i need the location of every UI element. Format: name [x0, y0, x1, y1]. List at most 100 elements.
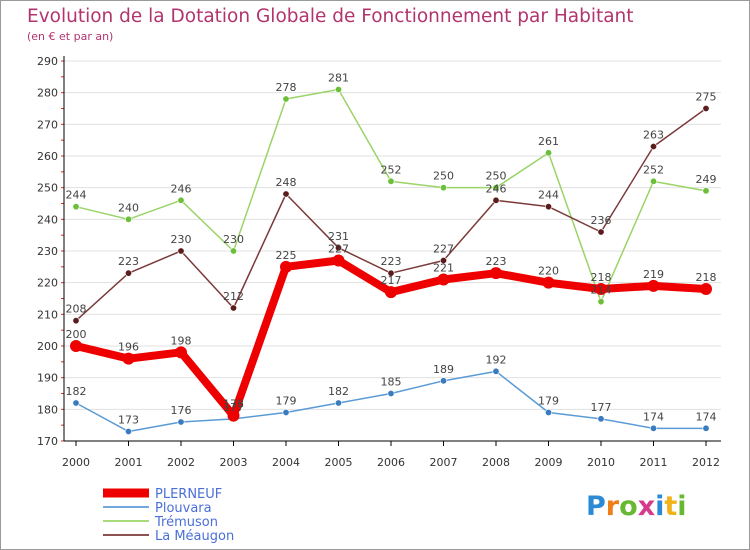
data-label: 227 [328, 243, 349, 256]
data-label: 219 [643, 268, 664, 281]
y-tick-label: 260 [37, 150, 58, 163]
logo-letter: i [655, 491, 665, 522]
data-point [282, 95, 290, 103]
data-label: 275 [696, 91, 717, 104]
logo-letter: x [637, 491, 656, 522]
data-label: 217 [381, 274, 402, 287]
data-label: 261 [538, 135, 559, 148]
data-label: 223 [118, 255, 139, 268]
data-label: 252 [643, 163, 664, 176]
data-point [122, 352, 135, 365]
chart-title: Evolution de la Dotation Globale de Fonc… [27, 6, 634, 27]
x-tick-label: 2011 [640, 456, 668, 469]
y-tick-label: 290 [37, 55, 58, 68]
data-label: 281 [328, 72, 349, 85]
data-point [280, 260, 292, 273]
data-label: 178 [223, 398, 244, 411]
data-point [492, 184, 500, 192]
logo-letter: o [619, 491, 638, 522]
data-label: 192 [486, 353, 507, 366]
legend-label: Plouvara [155, 501, 212, 516]
data-point [544, 149, 552, 157]
data-point [702, 187, 710, 195]
data-point [387, 269, 395, 277]
data-label: 225 [276, 249, 297, 262]
data-label: 223 [381, 255, 402, 268]
y-tick-label: 250 [37, 182, 58, 195]
data-point [702, 105, 710, 113]
data-point [175, 346, 187, 359]
data-label: 263 [643, 129, 664, 142]
data-label: 240 [118, 201, 139, 214]
data-point [125, 427, 133, 435]
data-label: 176 [171, 404, 192, 417]
x-tick-label: 2000 [62, 456, 90, 469]
data-point [702, 424, 710, 432]
x-tick-label: 2009 [535, 456, 563, 469]
data-label: 212 [223, 290, 244, 303]
data-point [230, 247, 238, 255]
data-point [649, 424, 657, 432]
data-point [177, 196, 185, 204]
data-label: 196 [118, 341, 139, 354]
data-label: 214 [591, 284, 612, 297]
data-point [387, 177, 395, 185]
legend-label: La Méaugon [155, 529, 234, 544]
x-tick-label: 2004 [272, 456, 300, 469]
data-point [492, 367, 500, 375]
x-tick-label: 2012 [692, 456, 720, 469]
y-tick-label: 270 [37, 118, 58, 131]
data-point [597, 298, 605, 306]
data-label: 174 [696, 410, 717, 423]
data-point [385, 286, 397, 299]
data-point [282, 190, 290, 198]
data-point [542, 276, 555, 289]
data-label: 236 [591, 214, 612, 227]
data-point [177, 418, 185, 426]
data-point [387, 389, 395, 397]
data-point [332, 254, 345, 267]
data-label: 248 [276, 176, 297, 189]
y-tick-label: 280 [37, 87, 58, 100]
data-label: 246 [486, 182, 507, 195]
data-point [439, 184, 447, 192]
data-point [227, 409, 240, 422]
data-label: 221 [433, 262, 454, 275]
data-point [230, 304, 238, 312]
logo-letter: t [664, 491, 678, 522]
data-label: 220 [538, 265, 559, 278]
y-tick-label: 230 [37, 245, 58, 258]
y-tick-label: 210 [37, 308, 58, 321]
proxiti-logo: Proxiti [586, 491, 687, 522]
data-label: 250 [433, 170, 454, 183]
x-tick-label: 2001 [115, 456, 143, 469]
data-label: 230 [171, 233, 192, 246]
data-point [492, 196, 500, 204]
data-point [334, 86, 342, 94]
data-point [439, 256, 447, 264]
data-label: 218 [591, 271, 612, 284]
data-label: 189 [433, 363, 454, 376]
data-point [282, 408, 290, 416]
data-label: 198 [171, 334, 192, 347]
data-label: 252 [381, 163, 402, 176]
y-tick-label: 240 [37, 213, 58, 226]
data-label: 218 [696, 271, 717, 284]
legend-label: Trémuson [154, 515, 218, 530]
data-point [72, 399, 80, 407]
x-tick-label: 2007 [430, 456, 458, 469]
data-point [649, 177, 657, 185]
x-tick-label: 2005 [325, 456, 353, 469]
data-label: 182 [328, 385, 349, 398]
y-tick-label: 190 [37, 372, 58, 385]
data-label: 246 [171, 182, 192, 195]
data-label: 250 [486, 170, 507, 183]
data-label: 185 [381, 376, 402, 389]
x-tick-label: 2010 [587, 456, 615, 469]
legend-label: PLERNEUF [155, 487, 222, 502]
data-point [177, 247, 185, 255]
data-point [544, 408, 552, 416]
data-label: 200 [66, 328, 87, 341]
data-label: 208 [66, 303, 87, 316]
logo-letter: r [605, 491, 620, 522]
